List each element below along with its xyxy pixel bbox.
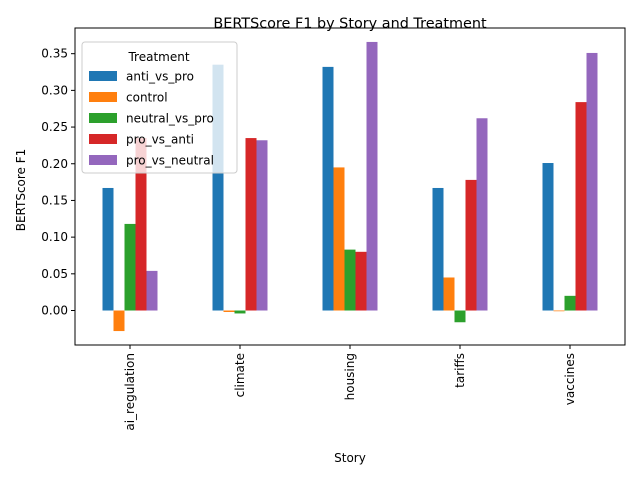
bar-pro_vs_neutral-climate: [256, 140, 268, 311]
bar-anti_vs_pro-ai_regulation: [102, 187, 114, 311]
x-tick-label: tariffs: [453, 353, 467, 388]
bar-anti_vs_pro-climate: [212, 64, 224, 311]
legend-label-anti_vs_pro: anti_vs_pro: [126, 70, 194, 84]
y-tick-label: 0.30: [41, 83, 68, 97]
y-axis-label: BERTScore F1: [14, 149, 28, 232]
bar-anti_vs_pro-housing: [322, 66, 334, 311]
bar-anti_vs_pro-vaccines: [542, 163, 554, 311]
y-tick-label: 0.35: [41, 47, 68, 61]
chart-title: BERTScore F1 by Story and Treatment: [213, 16, 487, 32]
y-tick-label: 0.20: [41, 157, 68, 171]
bar-pro_vs_neutral-vaccines: [586, 52, 598, 311]
bar-control-ai_regulation: [113, 310, 125, 332]
bar-pro_vs_anti-ai_regulation: [135, 138, 147, 311]
bar-anti_vs_pro-tariffs: [432, 187, 444, 311]
legend-title: Treatment: [127, 50, 189, 64]
bar-control-housing: [333, 167, 345, 311]
legend-box: [81, 41, 238, 174]
bar-pro_vs_anti-tariffs: [465, 179, 477, 311]
x-tick-label: vaccines: [563, 353, 577, 405]
bars-layer: [102, 41, 598, 332]
y-tick-label: 0.15: [41, 193, 68, 207]
legend-label-neutral_vs_pro: neutral_vs_pro: [126, 112, 214, 126]
bar-control-climate: [223, 310, 235, 312]
bar-neutral_vs_pro-vaccines: [564, 295, 576, 311]
x-axis: ai_regulation climate housing tariffs vaccin…: [123, 345, 577, 431]
bar-pro_vs_anti-climate: [245, 138, 257, 311]
bar-pro_vs_anti-vaccines: [575, 102, 587, 311]
bar-neutral_vs_pro-housing: [344, 249, 356, 311]
legend-label-pro_vs_anti: pro_vs_anti: [126, 133, 194, 147]
y-tick-label: 0.05: [41, 267, 68, 281]
y-tick-label: 0.25: [41, 120, 68, 134]
bar-pro_vs_anti-housing: [355, 251, 367, 311]
legend-label-control: control: [126, 91, 168, 105]
x-tick-label: climate: [233, 353, 247, 397]
legend-label-pro_vs_neutral: pro_vs_neutral: [126, 154, 214, 168]
y-tick-label: 0.10: [41, 230, 68, 244]
bar-control-vaccines: [553, 310, 565, 312]
y-tick-label: 0.00: [41, 304, 68, 318]
legend-swatch-anti_vs_pro: [89, 71, 117, 81]
x-axis-label: Story: [334, 451, 366, 465]
x-tick-label: housing: [343, 353, 357, 400]
bar-neutral_vs_pro-tariffs: [454, 310, 466, 323]
legend-swatch-pro_vs_neutral: [89, 155, 117, 165]
x-tick-label: ai_regulation: [123, 353, 137, 431]
bar-pro_vs_neutral-ai_regulation: [146, 270, 158, 311]
bar-pro_vs_neutral-tariffs: [476, 118, 488, 311]
bar-pro_vs_neutral-housing: [366, 41, 378, 311]
legend-swatch-neutral_vs_pro: [89, 113, 117, 123]
bar-control-tariffs: [443, 277, 455, 311]
bar-neutral_vs_pro-climate: [234, 310, 246, 314]
y-axis: 0.00 0.05 0.10 0.15 0.20 0.25 0.30 0.35: [41, 47, 75, 318]
legend-swatch-pro_vs_anti: [89, 134, 117, 144]
legend-swatch-control: [89, 92, 117, 102]
bar-neutral_vs_pro-ai_regulation: [124, 223, 136, 311]
